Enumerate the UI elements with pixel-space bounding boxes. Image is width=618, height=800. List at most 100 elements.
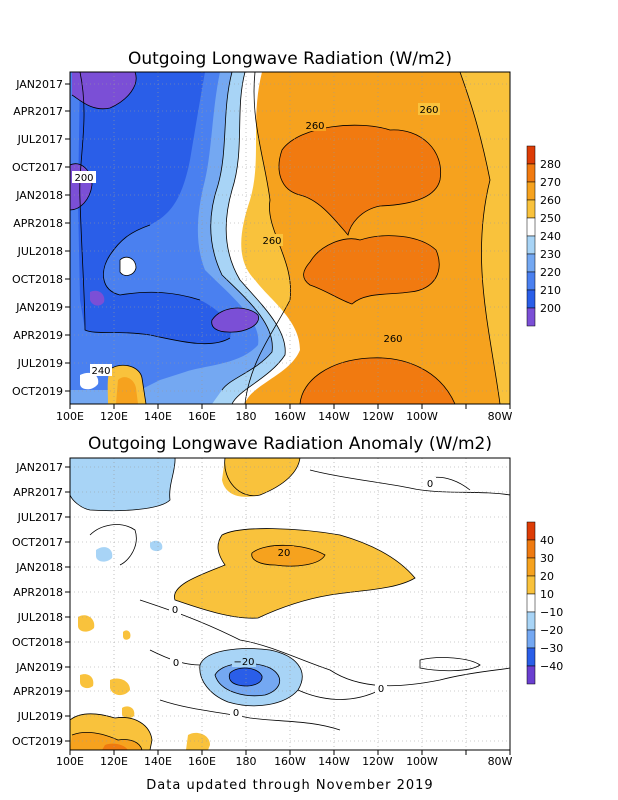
panel2-ytick: APR2019 — [13, 685, 63, 698]
panel2-ytick: OCT2018 — [12, 636, 63, 649]
panel2-colorbar-label: −30 — [540, 642, 563, 655]
panel1-ytick: JAN2017 — [15, 78, 63, 91]
panel2-colorbar-label: 20 — [540, 570, 554, 583]
panel1-colorbar-label: 250 — [540, 212, 561, 225]
panel2-region-pos10-d — [78, 615, 95, 632]
panel1-xtick: 160W — [274, 410, 306, 423]
panel1-colorbar-swatch — [526, 253, 536, 273]
panel2-region-pos10-f — [80, 674, 94, 689]
footer-note: Data updated through November 2019 — [146, 778, 433, 793]
panel1-region-270-east — [460, 72, 510, 404]
panel2-ytick: JAN2017 — [15, 461, 63, 474]
panel1-ytick: OCT2018 — [12, 273, 63, 286]
panel2-ytick: APR2017 — [13, 486, 63, 499]
panel2-colorbar-swatch — [526, 521, 536, 541]
panel2-ytick: JUL2018 — [17, 611, 63, 624]
panel1-grid — [70, 72, 510, 404]
panel1-title: Outgoing Longwave Radiation (W/m2) — [128, 49, 452, 69]
panel1-colorbar-swatch — [526, 199, 536, 219]
panel1-ytick: JAN2019 — [15, 301, 63, 314]
panel1-contour-label: 260 — [383, 334, 402, 345]
panel2-colorbar-label: 10 — [540, 588, 554, 601]
panel1-ytick: OCT2017 — [12, 161, 63, 174]
panel1-ytick: APR2019 — [13, 329, 63, 342]
panel2-region-neg10-a — [70, 458, 176, 511]
panel1-xtick: 120E — [100, 410, 128, 423]
panel2-colorbar-swatch — [526, 647, 536, 667]
panel1-colorbar: 280 270 260 250 240 230 220 210 200 — [526, 145, 561, 327]
panel2-region-pos10-a — [222, 458, 300, 497]
panel2-region-neg10-b — [96, 547, 113, 562]
panel1-yaxis: JAN2017 APR2017 JUL2017 OCT2017 JAN2018 … — [12, 78, 70, 398]
panel1-xtick: 160E — [188, 410, 216, 423]
panel2-ytick: JAN2018 — [15, 561, 63, 574]
panel1-xtick: 100E — [56, 410, 84, 423]
panel2-grid — [70, 458, 510, 750]
panel1-field — [70, 72, 510, 404]
panel1-contour-labels: 260 260 200 260 260 240 — [72, 103, 440, 377]
panel1-colorbar-swatch — [526, 163, 536, 183]
panel2-title: Outgoing Longwave Radiation Anomaly (W/m… — [88, 434, 492, 454]
panel2-ytick: JUL2019 — [17, 710, 63, 723]
panel1-region-200-a — [72, 72, 137, 109]
panel2-ytick: JUL2017 — [17, 511, 63, 524]
panel2-colorbar-swatch — [526, 629, 536, 649]
panel2-contour-label: 0 — [378, 684, 384, 695]
panel2-xtick: 160W — [274, 755, 306, 768]
panel1-colorbar-swatch — [526, 271, 536, 291]
panel2-colorbar-label: 30 — [540, 552, 554, 565]
panel1-xtick: 140W — [318, 410, 350, 423]
panel1-ytick: OCT2019 — [12, 385, 63, 398]
panel2-xtick: 160E — [188, 755, 216, 768]
panel1-ytick: JAN2018 — [15, 189, 63, 202]
panel1-xtick: 120W — [362, 410, 394, 423]
panel1-colorbar-swatch — [526, 235, 536, 255]
panel2-region-pos30 — [102, 743, 128, 750]
panel1-patch-b — [116, 377, 138, 404]
panel1-colorbar-swatch — [526, 289, 536, 309]
panel1-colorbar-swatch — [526, 145, 536, 165]
panel2-xaxis: 100E 120E 140E 160E 180 160W 140W 120W 1… — [56, 750, 513, 768]
panel2-ytick: OCT2017 — [12, 536, 63, 549]
panel1-contour-label: 260 — [262, 236, 281, 247]
panel1-region-200-d — [90, 290, 105, 306]
panel1-xaxis: 100E 120E 140E 160E 180 160W 140W 120W 1… — [56, 404, 513, 423]
panel2-contour-label: −20 — [233, 657, 254, 668]
panel2-ytick: OCT2019 — [12, 735, 63, 748]
panel1-contour-label: 260 — [419, 105, 438, 116]
panel2-contour-label: 0 — [427, 479, 433, 490]
panel1-colorbar-label: 210 — [540, 284, 561, 297]
panel1-ytick: APR2018 — [13, 217, 63, 230]
panel2-colorbar-label: 40 — [540, 534, 554, 547]
panel1-region-200-c — [211, 308, 259, 333]
panel2-ytick: APR2018 — [13, 586, 63, 599]
panel2-xtick: 140E — [144, 755, 172, 768]
panel2-xtick: 180 — [236, 755, 257, 768]
panel1-colorbar-label: 270 — [540, 176, 561, 189]
panel1-region-280-a — [279, 125, 441, 235]
panel2-colorbar-swatch — [526, 593, 536, 613]
panel1-region-280-c — [300, 357, 455, 404]
panel1-ytick: JUL2019 — [17, 357, 63, 370]
panel1-colorbar-swatch — [526, 181, 536, 201]
panel2-region-pos10-h — [123, 630, 131, 640]
panel1-xtick: 100W — [406, 410, 438, 423]
panel1-colorbar-label: 220 — [540, 266, 561, 279]
panel2-yaxis: JAN2017 APR2017 JUL2017 OCT2017 JAN2018 … — [12, 461, 70, 748]
panel2-colorbar-swatch — [526, 557, 536, 577]
panel2-contour-label: 20 — [278, 548, 291, 559]
panel1-patch-d — [80, 372, 99, 390]
panel1-region-280-b — [303, 235, 440, 304]
panel2-colorbar-label: −20 — [540, 624, 563, 637]
panel2-contour-label: 0 — [233, 708, 239, 719]
panel1-colorbar-label: 240 — [540, 230, 561, 243]
panel2-colorbar: 40 30 20 10 −10 −20 −30 −40 — [526, 521, 563, 685]
panel2-contour-label: 0 — [173, 658, 179, 669]
panel2-xtick: 80W — [488, 755, 513, 768]
panel1-colorbar-label: 200 — [540, 302, 561, 315]
panel1-colorbar-label: 230 — [540, 248, 561, 261]
panel1-xtick: 180 — [236, 410, 257, 423]
panel2-colorbar-label: −40 — [540, 660, 563, 673]
panel2-xtick: 100E — [56, 755, 84, 768]
panel1-ytick: JUL2018 — [17, 245, 63, 258]
